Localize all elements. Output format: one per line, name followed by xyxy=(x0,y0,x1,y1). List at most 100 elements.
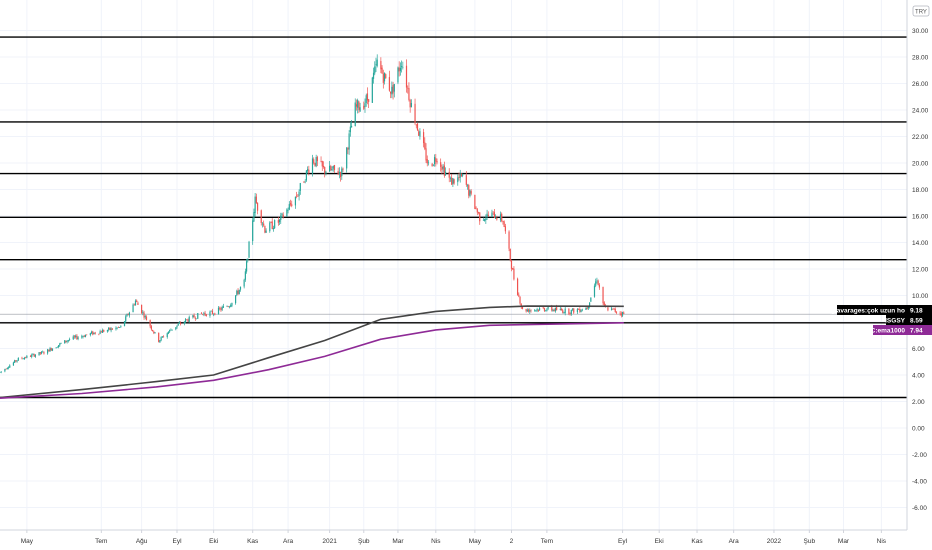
candle-body xyxy=(231,302,233,306)
y-tick-label: 28.00 xyxy=(912,54,929,61)
candle-body xyxy=(76,335,78,340)
candle-body xyxy=(289,203,292,205)
candle-body xyxy=(486,213,488,218)
candle-body xyxy=(26,355,28,358)
candle-body xyxy=(137,302,139,305)
candle-body xyxy=(503,221,505,227)
candle-body xyxy=(504,226,506,232)
currency-badge[interactable] xyxy=(912,5,930,17)
candle-body xyxy=(363,105,365,109)
candle-body xyxy=(554,307,557,312)
candle-body xyxy=(382,73,384,83)
candle-body xyxy=(408,88,410,100)
y-tick-label: -2.00 xyxy=(912,452,927,459)
ema1000-line[interactable] xyxy=(0,322,624,399)
candle-body xyxy=(597,280,599,286)
candle-body xyxy=(255,196,257,204)
candlesticks xyxy=(0,54,625,374)
candle-body xyxy=(325,171,327,174)
candle-body xyxy=(371,77,373,103)
candle-body xyxy=(99,331,101,334)
candle-body xyxy=(448,171,450,178)
candle-body xyxy=(415,124,417,126)
candle-body xyxy=(477,212,480,213)
candle-body xyxy=(453,179,455,184)
candle-body xyxy=(281,213,283,215)
candle-body xyxy=(222,306,224,308)
candle-body xyxy=(158,332,160,342)
candle-body xyxy=(499,214,502,221)
candle-body xyxy=(590,297,592,302)
candle-body xyxy=(303,181,305,183)
candle-body xyxy=(287,210,289,211)
candle-body xyxy=(59,343,61,346)
x-tick-label: Ara xyxy=(729,538,740,545)
candle-body xyxy=(21,357,23,359)
candle-body xyxy=(571,308,574,310)
candle-body xyxy=(15,360,17,362)
candle-body xyxy=(151,329,154,332)
candle-body xyxy=(595,281,597,286)
candle-body xyxy=(359,107,361,112)
candle-body xyxy=(119,327,121,328)
candle-body xyxy=(40,351,43,354)
candle-body xyxy=(433,157,436,164)
y-tick-label: 4.00 xyxy=(912,372,925,379)
candle-body xyxy=(136,300,138,302)
candle-body xyxy=(100,331,102,333)
candle-body xyxy=(32,354,34,355)
y-tick-label: 22.00 xyxy=(912,134,929,141)
candle-body xyxy=(81,336,83,338)
candle-body xyxy=(7,367,10,369)
candle-body xyxy=(313,159,315,164)
candle-body xyxy=(304,181,306,183)
candle-body xyxy=(341,168,343,176)
candle-body xyxy=(65,340,67,342)
candle-body xyxy=(392,85,394,94)
candle-body xyxy=(425,148,427,161)
candle-body xyxy=(354,102,356,127)
candle-body xyxy=(405,65,408,88)
candle-body xyxy=(184,319,187,323)
candle-body xyxy=(66,340,68,342)
candle-body xyxy=(320,161,322,162)
x-tick-label: Ara xyxy=(283,538,294,545)
candle-body xyxy=(553,309,555,311)
candle-body xyxy=(365,95,367,104)
candle-body xyxy=(12,362,15,366)
candle-body xyxy=(518,294,520,297)
candle-body xyxy=(72,336,74,340)
candle-body xyxy=(237,290,239,294)
candle-body xyxy=(596,280,598,282)
candle-body xyxy=(537,309,539,311)
candle-body xyxy=(573,308,575,313)
candle-body xyxy=(134,300,137,306)
moving-average-line[interactable] xyxy=(0,305,624,399)
candle-body xyxy=(589,302,591,307)
candle-body xyxy=(328,165,331,172)
candle-body xyxy=(368,99,370,102)
candle-body xyxy=(525,309,527,312)
candle-body xyxy=(254,196,256,213)
candle-body xyxy=(48,349,50,352)
candle-body xyxy=(261,223,264,225)
candle-body xyxy=(479,212,481,222)
candle-body xyxy=(25,357,27,359)
candle-body xyxy=(376,59,378,66)
x-tick-label: Kas xyxy=(247,538,259,545)
candle-body xyxy=(510,260,513,269)
candle-body xyxy=(551,306,553,311)
x-tick-label: Eyl xyxy=(172,538,182,545)
candle-body xyxy=(619,312,621,314)
candle-body xyxy=(153,331,155,334)
candle-body xyxy=(492,211,494,213)
candle-body xyxy=(496,217,498,220)
candle-body xyxy=(466,185,469,187)
candle-body xyxy=(460,174,463,177)
candle-body xyxy=(159,340,161,343)
candle-body xyxy=(324,166,326,173)
candle-body xyxy=(527,309,530,312)
candle-body xyxy=(587,306,589,309)
